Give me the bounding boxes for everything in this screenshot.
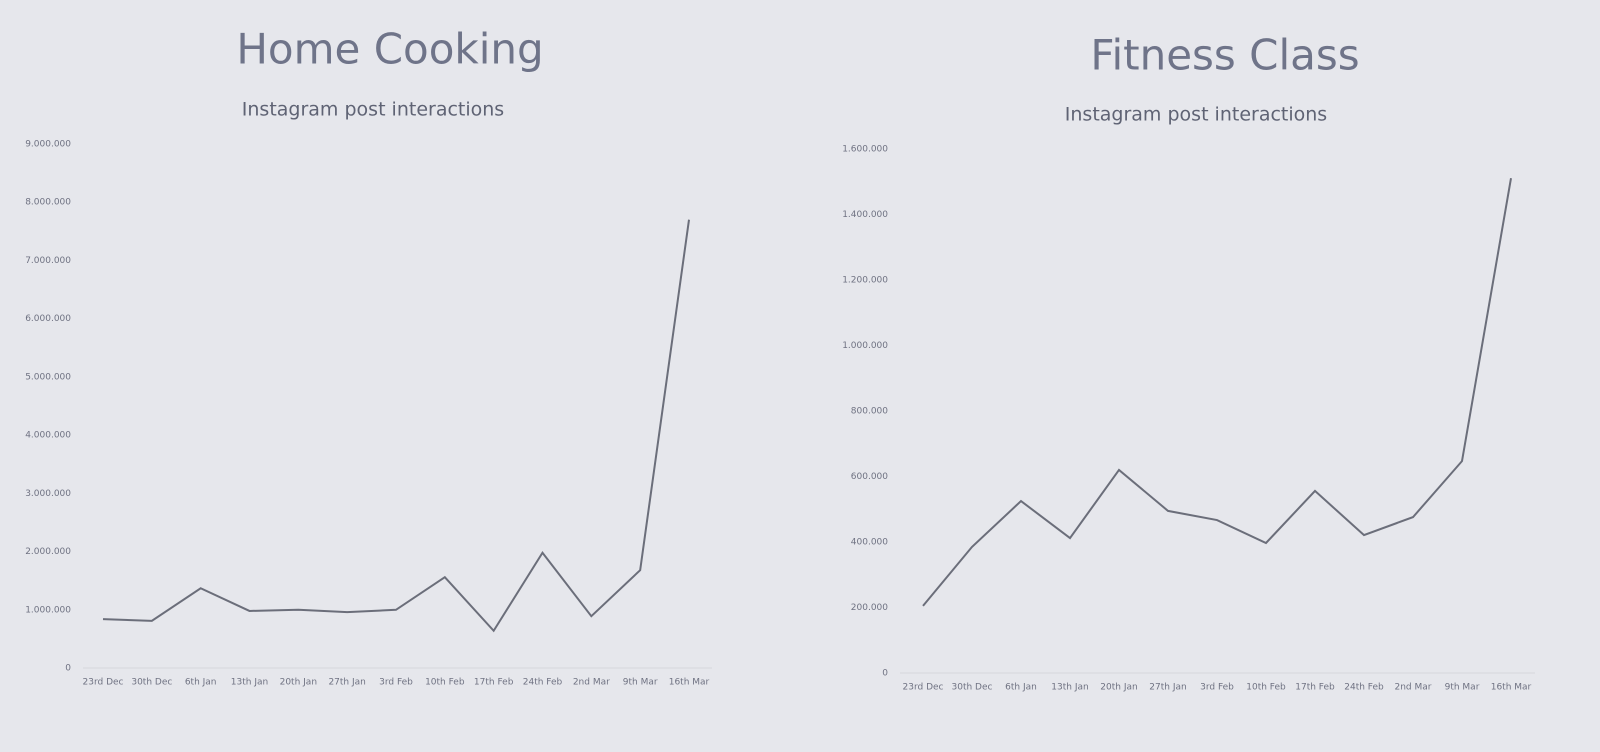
chart-subtitle: Instagram post interactions [1065,104,1327,126]
y-tick-label: 8.000.000 [25,198,71,208]
chart-title: Fitness Class [1090,31,1359,80]
x-tick-label: 24th Feb [1344,683,1384,693]
line [102,219,690,633]
x-tick-label: 20th Jan [1100,683,1137,693]
x-tick-label: 10th Feb [1246,683,1286,693]
x-tick-label: 16th Mar [669,678,710,688]
x-tick-label: 23rd Dec [83,678,124,688]
y-tick-label: 9.000.000 [25,140,71,150]
chart-subtitle: Instagram post interactions [242,99,504,121]
chart-title: Home Cooking [236,25,543,74]
y-tick-label: 6.000.000 [25,314,71,324]
y-tick-label: 7.000.000 [25,256,71,266]
x-tick-label: 27th Jan [1149,683,1186,693]
y-tick-label: 0 [882,669,888,679]
x-tick-label: 30th Dec [131,678,172,688]
y-tick-label: 1.200.000 [842,276,888,286]
x-tick-label: 17th Feb [1295,683,1335,693]
x-tick-label: 24th Feb [523,678,563,688]
x-tick-label: 23rd Dec [903,683,944,693]
x-tick-label: 27th Jan [328,678,365,688]
x-tick-label: 13th Jan [231,678,268,688]
y-tick-label: 0 [65,664,71,674]
x-tick-label: 20th Jan [280,678,317,688]
x-tick-label: 2nd Mar [573,678,610,688]
x-tick-label: 3rd Feb [379,678,413,688]
x-tick-label: 6th Jan [1005,683,1037,693]
x-tick-label: 6th Jan [185,678,217,688]
y-tick-label: 600.000 [851,472,888,482]
y-tick-label: 400.000 [851,538,888,548]
y-tick-label: 3.000.000 [25,489,71,499]
y-tick-label: 2.000.000 [25,547,71,557]
y-tick-label: 1.000.000 [25,605,71,615]
line [922,177,1512,607]
x-tick-label: 17th Feb [474,678,514,688]
y-tick-label: 4.000.000 [25,431,71,441]
y-tick-label: 1.600.000 [842,145,888,155]
x-tick-label: 9th Mar [1445,683,1480,693]
x-tick-label: 2nd Mar [1395,683,1432,693]
y-tick-label: 800.000 [851,407,888,417]
y-tick-label: 1.000.000 [842,341,888,351]
y-tick-label: 200.000 [851,603,888,613]
x-tick-label: 3rd Feb [1200,683,1234,693]
x-tick-label: 9th Mar [623,678,658,688]
x-tick-label: 10th Feb [425,678,465,688]
x-tick-label: 13th Jan [1051,683,1088,693]
y-tick-label: 1.400.000 [842,210,888,220]
y-tick-label: 5.000.000 [25,372,71,382]
x-tick-label: 16th Mar [1491,683,1532,693]
x-tick-label: 30th Dec [952,683,993,693]
